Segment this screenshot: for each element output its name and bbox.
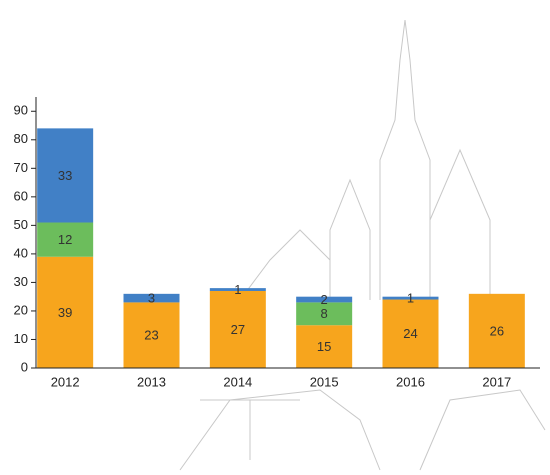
value-label: 3 bbox=[148, 291, 155, 306]
value-label: 26 bbox=[490, 323, 504, 338]
x-tick-label: 2016 bbox=[396, 374, 425, 389]
y-tick-label: 90 bbox=[14, 103, 28, 118]
value-label: 23 bbox=[144, 328, 158, 343]
y-tick-label: 30 bbox=[14, 274, 28, 289]
bar-segment bbox=[296, 325, 353, 368]
value-label: 12 bbox=[58, 232, 72, 247]
y-tick-label: 80 bbox=[14, 131, 28, 146]
y-tick-label: 40 bbox=[14, 245, 28, 260]
x-tick-label: 2014 bbox=[223, 374, 252, 389]
bar-segment bbox=[468, 293, 525, 368]
background-sketch bbox=[179, 19, 546, 471]
bar-segment bbox=[37, 256, 94, 368]
y-tick-label: 10 bbox=[14, 331, 28, 346]
x-tick-label: 2017 bbox=[482, 374, 511, 389]
bar-segment bbox=[123, 293, 180, 303]
y-tick-label: 70 bbox=[14, 160, 28, 175]
value-label: 24 bbox=[403, 326, 417, 341]
bar-segment bbox=[296, 296, 353, 303]
value-label: 15 bbox=[317, 339, 331, 354]
x-tick-label: 2012 bbox=[51, 374, 80, 389]
value-label: 39 bbox=[58, 305, 72, 320]
y-tick-label: 20 bbox=[14, 302, 28, 317]
value-label: 33 bbox=[58, 168, 72, 183]
y-tick-label: 60 bbox=[14, 188, 28, 203]
y-tick-label: 0 bbox=[21, 359, 28, 374]
bar-segment bbox=[209, 290, 266, 368]
bar-segment bbox=[37, 222, 94, 257]
bar-segment bbox=[296, 302, 353, 326]
bar-segment bbox=[382, 296, 439, 300]
value-label: 2 bbox=[321, 292, 328, 307]
y-tick-label: 50 bbox=[14, 217, 28, 232]
bar-segment bbox=[37, 128, 94, 223]
value-label: 8 bbox=[321, 306, 328, 321]
value-label: 27 bbox=[231, 322, 245, 337]
x-tick-label: 2015 bbox=[310, 374, 339, 389]
x-tick-label: 2013 bbox=[137, 374, 166, 389]
value-label: 1 bbox=[234, 282, 241, 297]
value-label: 1 bbox=[407, 291, 414, 306]
bar-segment bbox=[209, 288, 266, 291]
bar-segment bbox=[382, 299, 439, 368]
bar-segment bbox=[123, 302, 180, 368]
